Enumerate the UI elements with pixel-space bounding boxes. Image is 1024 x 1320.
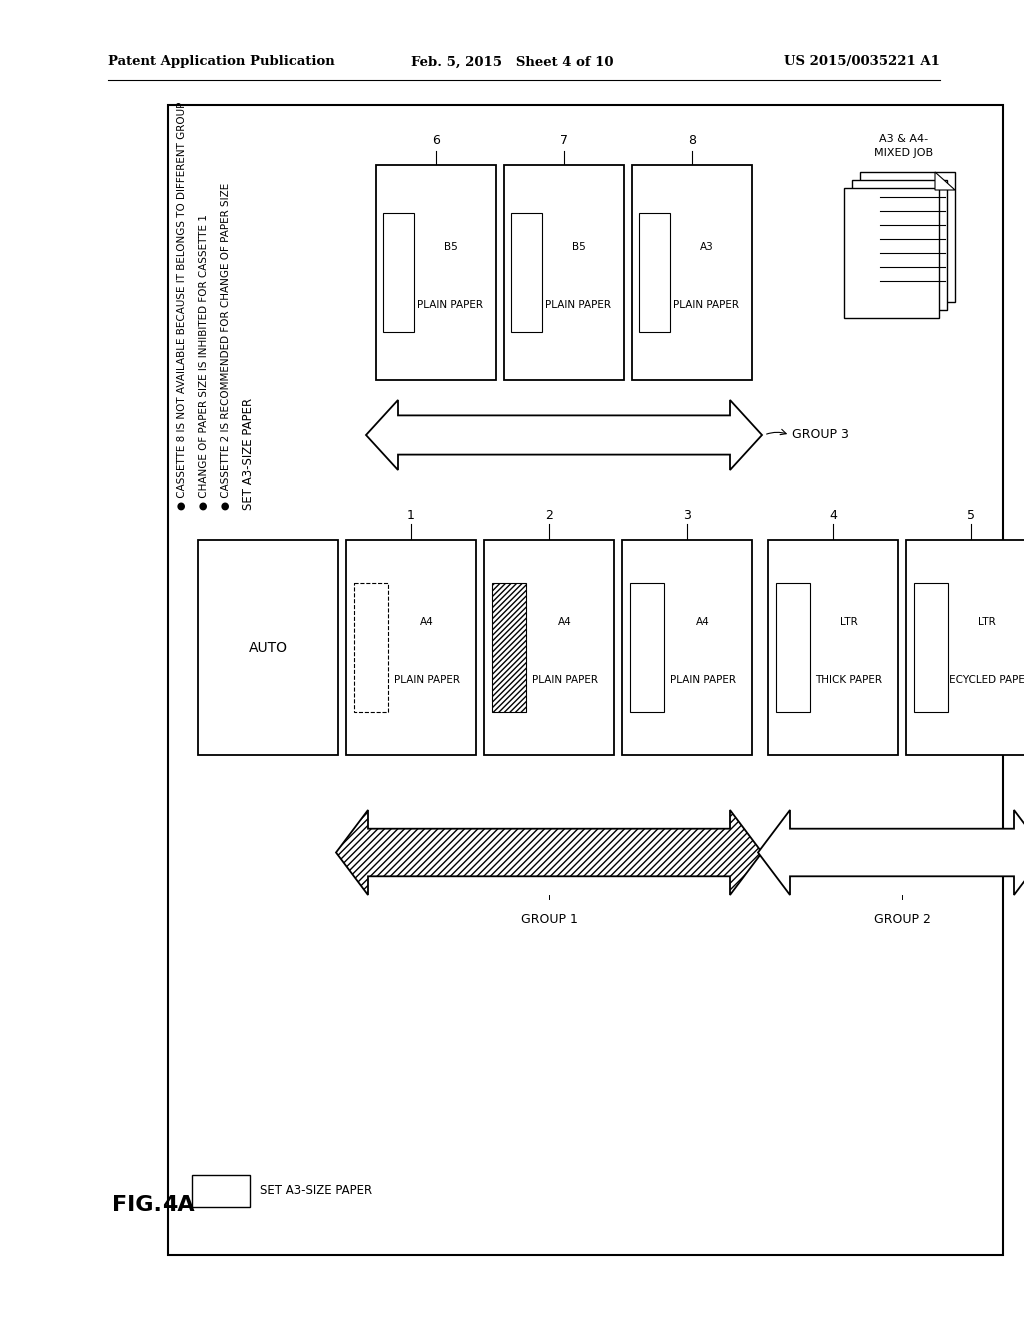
Text: Feb. 5, 2015   Sheet 4 of 10: Feb. 5, 2015 Sheet 4 of 10 — [411, 55, 613, 69]
Text: A4: A4 — [558, 616, 571, 627]
Text: 1: 1 — [408, 510, 415, 521]
Text: RECYCLED PAPER: RECYCLED PAPER — [942, 675, 1024, 685]
Text: 2: 2 — [545, 510, 553, 521]
Text: A4: A4 — [420, 616, 433, 627]
Text: ● CHANGE OF PAPER SIZE IS INHIBITED FOR CASSETTE 1: ● CHANGE OF PAPER SIZE IS INHIBITED FOR … — [199, 214, 209, 510]
Bar — [346, 540, 476, 755]
Polygon shape — [366, 400, 762, 470]
Text: LTR: LTR — [840, 616, 857, 627]
Bar — [913, 583, 947, 711]
Text: GROUP 1: GROUP 1 — [520, 913, 578, 927]
Bar — [484, 540, 614, 755]
Bar — [622, 540, 752, 755]
Text: PLAIN PAPER: PLAIN PAPER — [393, 675, 460, 685]
Text: 6: 6 — [432, 135, 440, 147]
Bar — [906, 540, 1024, 755]
Text: 4A: 4A — [162, 1195, 195, 1214]
Text: PLAIN PAPER: PLAIN PAPER — [531, 675, 598, 685]
Text: PLAIN PAPER: PLAIN PAPER — [670, 675, 735, 685]
Text: A3: A3 — [699, 242, 714, 252]
Bar — [776, 583, 810, 711]
Text: A3 & A4-: A3 & A4- — [879, 135, 928, 144]
Text: THICK PAPER: THICK PAPER — [815, 675, 882, 685]
Text: Patent Application Publication: Patent Application Publication — [108, 55, 335, 69]
Text: 7: 7 — [560, 135, 568, 147]
Bar — [630, 583, 664, 711]
Text: SET A3-SIZE PAPER: SET A3-SIZE PAPER — [242, 397, 255, 510]
Text: MIXED JOB: MIXED JOB — [873, 148, 933, 158]
Bar — [632, 165, 752, 380]
Text: B5: B5 — [571, 242, 586, 252]
Bar — [492, 583, 525, 711]
Text: LTR: LTR — [978, 616, 995, 627]
Text: PLAIN PAPER: PLAIN PAPER — [546, 300, 611, 310]
Text: PLAIN PAPER: PLAIN PAPER — [418, 300, 483, 310]
Bar — [768, 540, 898, 755]
Text: ● CASSETTE 8 IS NOT AVAILABLE BECAUSE IT BELONGS TO DIFFERENT GROUP: ● CASSETTE 8 IS NOT AVAILABLE BECAUSE IT… — [177, 102, 187, 510]
Bar — [354, 583, 388, 711]
Text: GROUP 3: GROUP 3 — [792, 429, 849, 441]
Bar — [193, 1175, 250, 1206]
Text: SET A3-SIZE PAPER: SET A3-SIZE PAPER — [260, 1184, 372, 1197]
Text: 3: 3 — [683, 510, 691, 521]
Bar — [511, 214, 543, 331]
Bar — [168, 106, 1002, 1255]
Text: PLAIN PAPER: PLAIN PAPER — [674, 300, 739, 310]
Bar — [504, 165, 624, 380]
Bar — [844, 187, 939, 318]
Polygon shape — [935, 172, 955, 190]
Bar — [198, 540, 338, 755]
Text: 4: 4 — [829, 510, 837, 521]
Text: GROUP 2: GROUP 2 — [873, 913, 931, 927]
Text: A4: A4 — [695, 616, 710, 627]
Text: B5: B5 — [443, 242, 458, 252]
Polygon shape — [758, 810, 1024, 895]
Text: US 2015/0035221 A1: US 2015/0035221 A1 — [784, 55, 940, 69]
Text: AUTO: AUTO — [249, 640, 288, 655]
Text: FIG.: FIG. — [112, 1195, 162, 1214]
Polygon shape — [336, 810, 762, 895]
Bar — [484, 540, 614, 755]
Bar — [860, 172, 955, 302]
Bar — [639, 214, 671, 331]
Bar — [852, 180, 947, 310]
Bar — [376, 165, 496, 380]
Text: 5: 5 — [967, 510, 975, 521]
Text: ● CASSETTE 2 IS RECOMMENDED FOR CHANGE OF PAPER SIZE: ● CASSETTE 2 IS RECOMMENDED FOR CHANGE O… — [221, 182, 231, 510]
Text: 8: 8 — [688, 135, 696, 147]
Bar — [383, 214, 415, 331]
